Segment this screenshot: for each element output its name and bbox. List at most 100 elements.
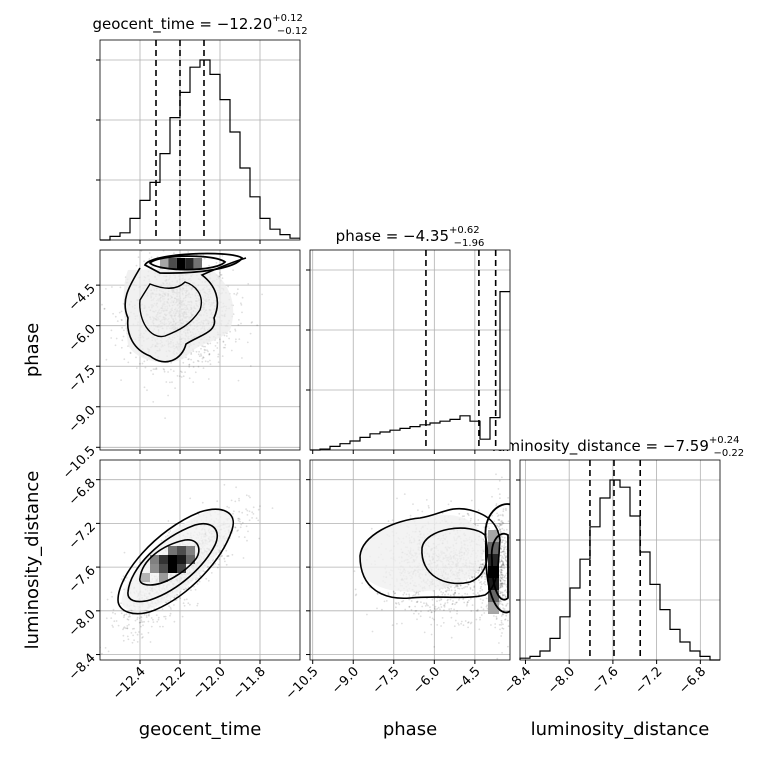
sample-point (450, 607, 453, 610)
sample-point (110, 337, 113, 339)
sample-point (234, 330, 237, 332)
sample-point (143, 620, 146, 623)
sample-point (432, 604, 434, 606)
panel-frame (519, 459, 721, 661)
sample-point (478, 579, 480, 581)
sample-point (204, 360, 207, 363)
sample-point (181, 371, 183, 374)
sample-point (463, 587, 465, 589)
density-cell (185, 258, 194, 269)
sample-point (117, 624, 120, 627)
sample-point (507, 645, 509, 648)
sample-point (393, 592, 396, 595)
sample-point (201, 357, 204, 360)
sample-point (450, 636, 453, 639)
sample-point (150, 266, 153, 268)
sample-point (481, 575, 483, 578)
sample-point (421, 510, 424, 513)
sample-point (502, 563, 505, 566)
sample-point (173, 620, 176, 623)
density-cell (176, 258, 186, 269)
sample-point (467, 583, 470, 585)
sample-point (502, 561, 505, 563)
sample-point (152, 401, 155, 403)
sample-point (129, 615, 131, 618)
sample-point (476, 610, 479, 612)
sample-point (387, 520, 390, 522)
sample-point (443, 604, 446, 606)
sample-point (468, 577, 471, 580)
sample-point (394, 592, 397, 595)
sample-point (181, 615, 184, 618)
sample-point (503, 542, 506, 545)
sample-point (502, 562, 504, 565)
sample-point (403, 592, 406, 594)
sample-point (192, 366, 195, 368)
x-tick-label: −7.6 (589, 664, 622, 697)
sample-point (129, 351, 132, 354)
sample-point (190, 589, 192, 592)
sample-point (169, 599, 172, 602)
sample-point (201, 345, 204, 347)
panel-contents (353, 473, 510, 660)
sample-point (148, 614, 150, 617)
density-cell (488, 530, 499, 542)
sample-point (159, 625, 161, 628)
sample-point (170, 368, 172, 371)
sample-point (104, 647, 107, 649)
sample-point (127, 618, 130, 621)
sample-point (193, 585, 195, 588)
sample-point (198, 355, 201, 358)
sample-point (500, 574, 503, 576)
sample-point (484, 578, 487, 581)
sample-point (454, 591, 456, 594)
sample-point (434, 608, 437, 611)
sample-point (500, 560, 503, 563)
sample-point (196, 359, 199, 362)
sample-point (120, 318, 123, 321)
sample-point (143, 613, 146, 616)
sample-point (123, 579, 126, 582)
sample-point (500, 519, 503, 522)
sample-point (198, 580, 201, 583)
sample-point (499, 535, 502, 538)
sample-point (225, 563, 228, 566)
sample-point (163, 615, 166, 618)
sample-point (228, 506, 230, 509)
sample-point (504, 589, 507, 591)
sample-point (428, 506, 430, 509)
sample-point (506, 619, 509, 622)
sample-point (219, 274, 222, 276)
sample-point (433, 597, 436, 600)
sample-point (491, 514, 493, 517)
y-tick-label: −4.5 (66, 281, 99, 314)
density-cell (168, 564, 177, 573)
sample-point (441, 617, 444, 619)
sample-point (423, 631, 426, 634)
sample-point (408, 593, 410, 596)
sample-point (232, 512, 234, 515)
sample-point (239, 520, 241, 523)
sample-point (140, 621, 143, 623)
sample-point (385, 600, 388, 602)
sample-point (447, 503, 450, 506)
sample-point (125, 613, 128, 616)
sample-point (477, 592, 479, 594)
sample-point (187, 251, 190, 253)
contour-outer2 (139, 281, 202, 338)
sample-point (496, 512, 498, 515)
sample-point (408, 595, 411, 598)
sample-point (501, 563, 504, 565)
sample-point (234, 328, 237, 331)
sample-point (466, 585, 468, 588)
sample-point (448, 608, 451, 611)
sample-point (150, 617, 153, 619)
sample-point (498, 523, 501, 526)
sample-point (224, 346, 226, 349)
sample-point (200, 347, 202, 350)
sample-point (480, 577, 483, 579)
sample-point (505, 559, 508, 562)
x-tick-label: −6.8 (676, 664, 709, 697)
sample-point (445, 590, 448, 593)
sample-point (493, 615, 495, 617)
